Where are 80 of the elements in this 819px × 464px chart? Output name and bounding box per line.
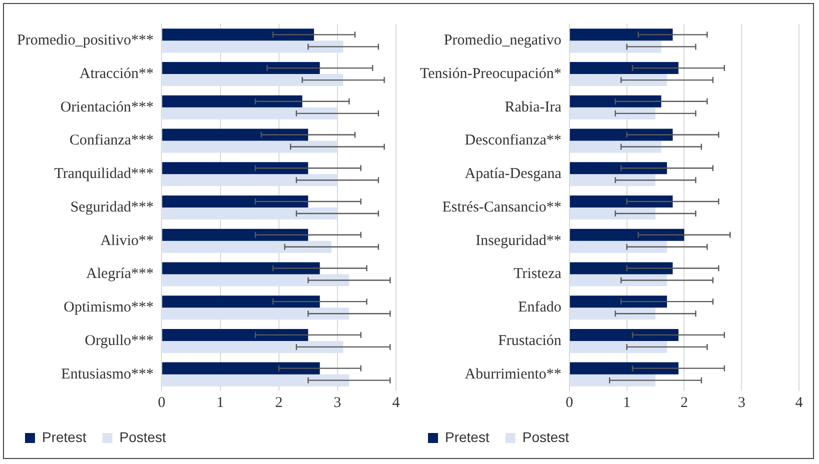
- x-tick-label: 1: [216, 394, 224, 411]
- y-tick-label: Tristeza: [514, 266, 562, 282]
- bar: [162, 28, 314, 41]
- bar: [162, 240, 332, 253]
- y-tick-label: Frustación: [498, 332, 562, 349]
- bar: [570, 40, 662, 53]
- bar: [570, 174, 656, 186]
- y-tick-label: Desconfianza**: [464, 132, 562, 149]
- bar: [162, 340, 344, 353]
- bar: [570, 28, 673, 41]
- y-tick-label: Seguridad***: [70, 199, 154, 216]
- bar: [162, 74, 344, 86]
- bar: [570, 262, 673, 274]
- bar: [162, 140, 338, 153]
- y-tick-label: Confianza***: [70, 132, 154, 149]
- bar: [162, 174, 338, 186]
- y-tick-label: Rabia-Ira: [504, 99, 562, 116]
- y-tick-label: Atracción**: [80, 66, 154, 82]
- bar: [162, 274, 350, 286]
- x-tick-label: 1: [623, 394, 631, 411]
- bar: [570, 95, 662, 108]
- bar: [162, 228, 308, 241]
- y-tick-label: Entusiasmo***: [61, 366, 154, 382]
- bar: [162, 374, 350, 386]
- bar: [162, 62, 320, 74]
- bar: [570, 362, 678, 374]
- bar: [570, 228, 684, 241]
- bar: [570, 195, 673, 208]
- bar: [162, 296, 320, 308]
- bar: [570, 340, 667, 353]
- bar: [162, 40, 344, 53]
- y-tick-label: Tranquilidad***: [54, 166, 154, 182]
- bar: [162, 162, 308, 174]
- legend-label: Postest: [119, 428, 166, 445]
- bar: [570, 296, 667, 308]
- x-tick-label: 3: [334, 394, 342, 411]
- x-tick-label: 0: [566, 394, 574, 411]
- bar: [570, 74, 667, 86]
- y-tick-label: Tensión-Preocupación*: [420, 66, 562, 82]
- bar: [570, 328, 678, 341]
- bar: [162, 128, 308, 141]
- bar: [570, 374, 656, 386]
- y-tick-label: Promedio_negativo: [444, 32, 562, 49]
- bar: [570, 107, 656, 120]
- y-tick-label: Orgullo***: [84, 332, 154, 349]
- x-tick-label: 3: [738, 394, 746, 411]
- legend-label: Pretest: [445, 428, 490, 445]
- y-tick-label: Optimismo***: [64, 300, 154, 316]
- y-tick-label: Inseguridad**: [476, 232, 562, 249]
- y-tick-label: Apatía-Desgana: [464, 166, 562, 182]
- x-tick-label: 2: [680, 394, 688, 411]
- bar: [162, 195, 308, 208]
- bar: [570, 208, 656, 220]
- x-tick-label: 0: [158, 394, 166, 411]
- bar: [570, 274, 667, 286]
- bar: [570, 240, 667, 253]
- x-tick-label: 4: [392, 394, 400, 411]
- bar: [570, 308, 656, 320]
- bar: [570, 140, 662, 153]
- bar: [570, 62, 678, 74]
- y-tick-label: Aburrimiento**: [464, 366, 562, 382]
- bar: [162, 362, 320, 374]
- x-tick-label: 4: [795, 394, 804, 411]
- bar: [570, 162, 667, 174]
- y-tick-label: Enfado: [518, 300, 562, 316]
- bar: [162, 107, 338, 120]
- y-tick-label: Promedio_positivo***: [17, 32, 154, 49]
- bar: [162, 328, 308, 341]
- y-tick-label: Orientación***: [60, 99, 154, 116]
- bar: [570, 128, 673, 141]
- legend-label: Pretest: [42, 428, 86, 445]
- y-tick-label: Alegría***: [86, 266, 154, 282]
- bar: [162, 208, 338, 220]
- y-tick-label: Alivio**: [100, 232, 154, 249]
- bar: [162, 262, 320, 274]
- bar: [162, 95, 302, 108]
- bar: [162, 308, 350, 320]
- x-tick-label: 2: [275, 394, 283, 411]
- y-tick-label: Estrés-Cansancio**: [442, 199, 562, 216]
- legend-label: Postest: [522, 428, 570, 445]
